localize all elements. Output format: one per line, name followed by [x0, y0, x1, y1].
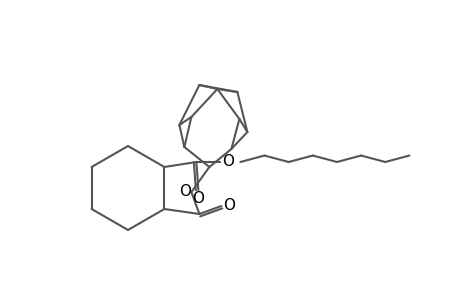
Text: O: O — [223, 199, 235, 214]
Text: O: O — [192, 191, 204, 206]
Text: O: O — [179, 184, 191, 200]
Text: O: O — [222, 154, 234, 169]
